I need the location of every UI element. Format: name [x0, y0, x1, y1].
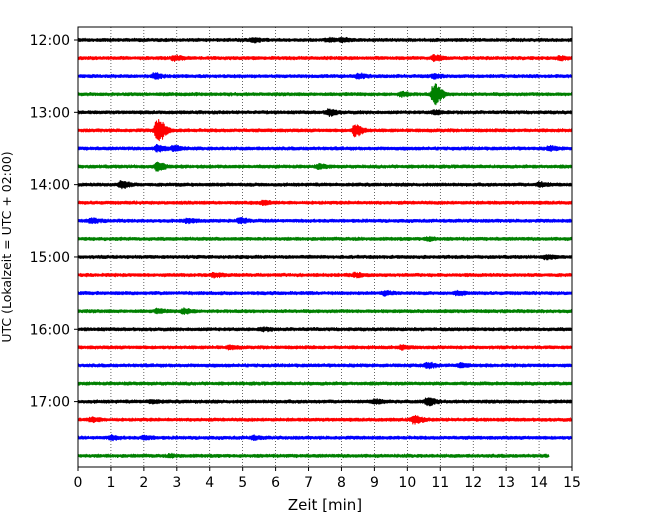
trace-row — [77, 344, 573, 351]
x-tick-label: 12 — [464, 475, 482, 491]
trace-row — [77, 326, 573, 333]
trace-row — [77, 83, 573, 106]
trace-row — [77, 199, 573, 207]
trace-row — [77, 434, 573, 442]
y-tick-label: 15:00 — [30, 250, 70, 266]
trace-row — [77, 54, 573, 63]
x-tick-label: 11 — [431, 475, 449, 491]
y-axis: 12:00 13:00 14:00 15:00 16:00 17:00 — [30, 33, 78, 411]
x-tick-label: 7 — [304, 475, 313, 491]
x-tick-label: 10 — [398, 475, 416, 491]
trace-row — [77, 36, 573, 44]
x-tick-label: 9 — [370, 475, 379, 491]
trace-row — [77, 381, 573, 386]
trace-row — [77, 143, 573, 153]
trace-row — [77, 361, 573, 370]
x-axis-label: Zeit [min] — [288, 496, 362, 514]
trace-row — [77, 235, 573, 243]
trace-row — [77, 118, 573, 142]
trace-row — [77, 414, 573, 425]
trace-row — [77, 108, 573, 117]
traces — [77, 36, 573, 459]
x-tick-label: 0 — [74, 475, 83, 491]
plot-frame — [77, 26, 573, 468]
y-tick-label: 14:00 — [30, 178, 70, 194]
x-tick-label: 14 — [530, 475, 548, 491]
trace-row — [77, 161, 573, 172]
x-tick-label: 3 — [172, 475, 181, 491]
y-tick-label: 16:00 — [30, 322, 70, 338]
y-tick-label: 12:00 — [30, 33, 70, 49]
x-tick-label: 8 — [337, 475, 346, 491]
x-tick-label: 13 — [497, 475, 515, 491]
trace-row — [77, 217, 573, 225]
trace-row — [77, 179, 573, 190]
x-tick-label: 5 — [238, 475, 247, 491]
x-tick-label: 15 — [563, 475, 581, 491]
y-axis-label: UTC (Lokalzeit = UTC + 02:00) — [0, 151, 14, 342]
x-axis: 0 1 2 3 4 5 6 7 8 9 10 11 12 13 14 15 — [74, 467, 581, 491]
trace-row — [77, 271, 573, 279]
x-tick-label: 4 — [205, 475, 214, 491]
trace-row — [77, 254, 573, 261]
y-tick-label: 17:00 — [30, 395, 70, 411]
trace-row — [77, 452, 550, 459]
vertical-grid — [110, 27, 540, 467]
trace-row — [77, 397, 573, 407]
x-tick-label: 6 — [271, 475, 280, 491]
trace-row — [77, 72, 573, 80]
trace-row — [77, 289, 573, 297]
x-tick-label: 1 — [106, 475, 115, 491]
trace-row — [77, 307, 573, 315]
x-tick-label: 2 — [139, 475, 148, 491]
y-tick-label: 13:00 — [30, 105, 70, 121]
